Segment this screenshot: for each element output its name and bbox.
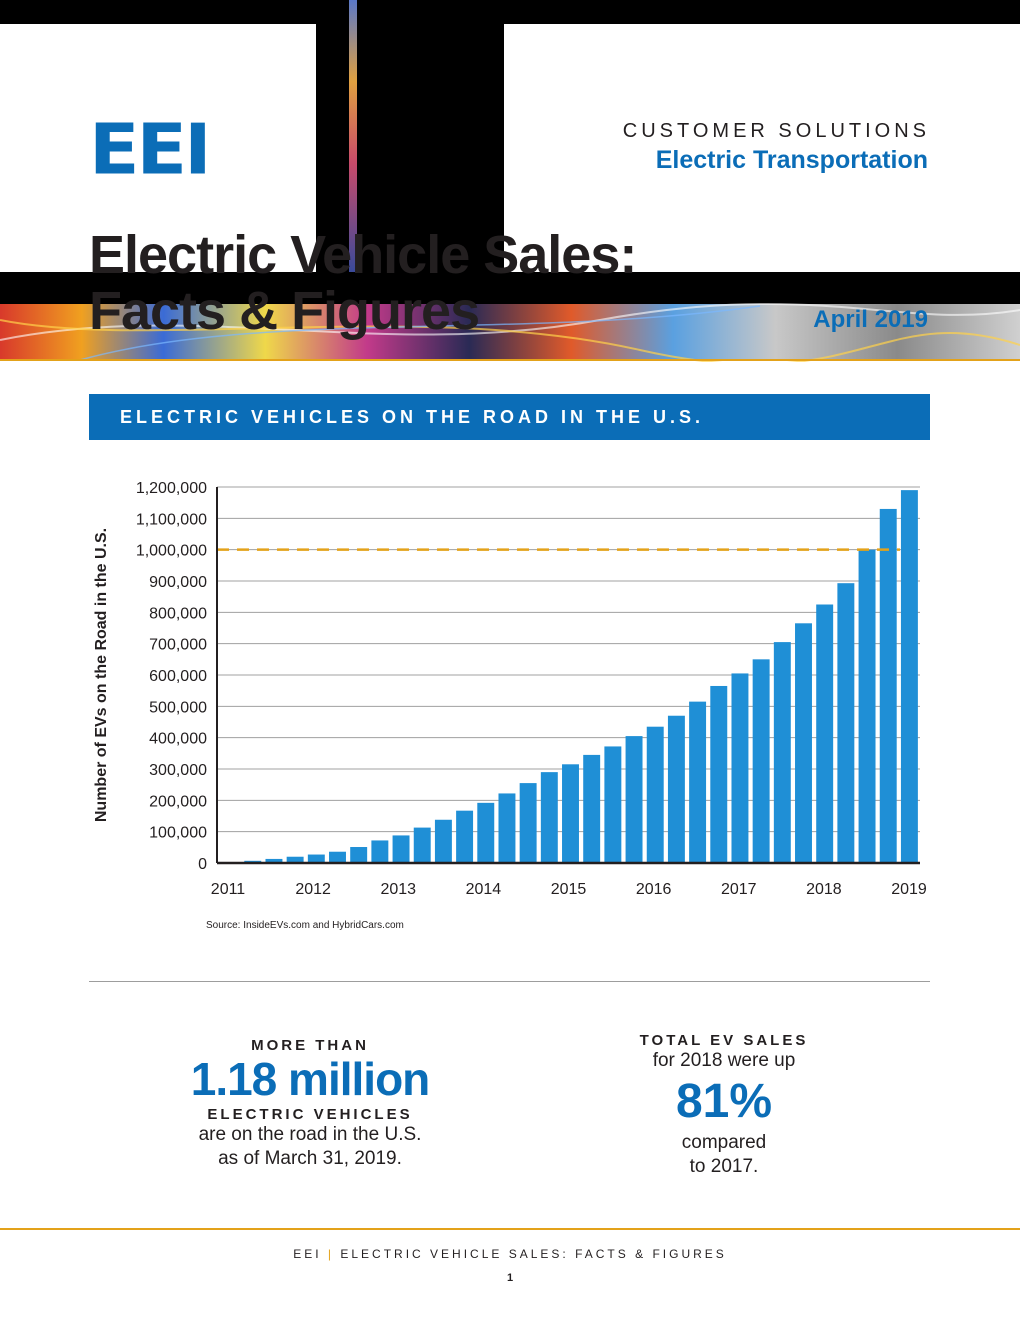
stat-left-line1: are on the road in the U.S.	[198, 1124, 422, 1145]
publication-date: April 2019	[813, 306, 928, 333]
y-tick-label: 1,200,000	[136, 480, 207, 497]
chart-bar	[646, 726, 664, 863]
stat-left-big: 1.18 million	[190, 1053, 431, 1105]
stat-ev-count: MORE THAN 1.18 million ELECTRIC VEHICLES…	[150, 1037, 470, 1171]
x-tick-label: 2017	[721, 881, 757, 898]
chart-bar	[498, 793, 516, 863]
chart-bar	[858, 549, 876, 863]
chart-bar	[519, 783, 537, 863]
chart-bar	[625, 736, 643, 863]
y-tick-label: 1,000,000	[136, 543, 207, 560]
x-tick-label: 2011	[211, 881, 246, 898]
y-tick-label: 800,000	[149, 605, 207, 622]
stat-right-line0: for 2018 were up	[652, 1050, 796, 1071]
chart-bar	[795, 623, 812, 863]
eei-logo: EEI	[89, 109, 212, 191]
x-tick-label: 2018	[806, 881, 842, 898]
chart-bar	[816, 604, 834, 863]
y-tick-label: 100,000	[149, 825, 207, 842]
stat-right-line2: to 2017.	[689, 1156, 759, 1177]
x-tick-label: 2015	[551, 881, 587, 898]
page-number: 1	[506, 1272, 514, 1284]
footer-rule	[0, 1228, 1020, 1230]
y-tick-label: 600,000	[149, 668, 207, 685]
chart-bar	[583, 754, 601, 863]
title-line-2: Facts & Figures	[89, 281, 480, 341]
footer-separator: |	[327, 1247, 335, 1261]
y-tick-label: 400,000	[149, 731, 207, 748]
stat-left-cap2: ELECTRIC VEHICLES	[207, 1106, 413, 1123]
x-tick-label: 2019	[891, 881, 927, 898]
y-tick-label: 300,000	[149, 762, 207, 779]
chart-bar	[689, 701, 707, 863]
chart-bar	[329, 851, 346, 863]
y-tick-label: 0	[198, 856, 207, 873]
chart-bar	[286, 856, 304, 863]
chart-source: Source: InsideEVs.com and HybridCars.com	[206, 920, 404, 931]
chart-bar	[456, 810, 474, 863]
section-subkicker: Electric Transportation	[655, 146, 928, 174]
y-axis-label: Number of EVs on the Road in the U.S.	[93, 528, 110, 822]
chart-bar	[350, 847, 368, 863]
chart-bar	[307, 854, 325, 863]
chart-bar	[604, 746, 622, 863]
page-title: Electric Vehicle Sales: Facts & Figures	[89, 225, 637, 341]
y-tick-label: 500,000	[149, 699, 207, 716]
chart-bar	[477, 802, 495, 863]
x-tick-label: 2013	[380, 881, 416, 898]
stat-left-cap1: MORE THAN	[251, 1037, 369, 1054]
chart-bar	[413, 827, 431, 863]
header-rule	[0, 359, 1020, 361]
y-tick-label: 200,000	[149, 793, 207, 810]
chart-banner: ELECTRIC VEHICLES ON THE ROAD IN THE U.S…	[89, 394, 930, 440]
chart-bar	[434, 819, 452, 863]
chart-bar	[900, 490, 918, 863]
title-line-1: Electric Vehicle Sales:	[89, 225, 637, 285]
chart-bar	[371, 840, 389, 863]
chart-bar	[710, 685, 728, 863]
chart-bar	[731, 673, 749, 863]
header-artwork	[0, 0, 1020, 362]
chart-bar	[392, 835, 410, 863]
chart-bar	[837, 583, 855, 863]
stat-left-line2: as of March 31, 2019.	[218, 1148, 402, 1169]
stat-right-line1: compared	[681, 1132, 767, 1153]
y-tick-label: 900,000	[149, 574, 207, 591]
y-tick-label: 1,100,000	[136, 511, 207, 528]
page-footer: EEI | ELECTRIC VEHICLE SALES: FACTS & FI…	[0, 1247, 1020, 1261]
ev-bar-chart: 0 100,000 200,000 300,000 400,000 500,000 600,…	[93, 480, 927, 898]
stat-sales-growth: TOTAL EV SALES for 2018 were up 81% comp…	[584, 1032, 864, 1179]
chart-bar	[540, 772, 558, 863]
chart-bar	[879, 508, 897, 863]
section-divider	[89, 981, 930, 982]
stat-right-cap1: TOTAL EV SALES	[639, 1032, 809, 1049]
chart-bar	[667, 715, 685, 863]
footer-title: ELECTRIC VEHICLE SALES: FACTS & FIGURES	[340, 1247, 727, 1261]
chart-bar	[265, 858, 283, 863]
chart-bar	[562, 764, 579, 863]
y-tick-label: 700,000	[149, 637, 207, 654]
chart-bar	[752, 659, 770, 863]
chart-bar	[773, 642, 791, 863]
chart-banner-label: ELECTRIC VEHICLES ON THE ROAD IN THE U.S…	[120, 407, 705, 427]
section-kicker: CUSTOMER SOLUTIONS	[622, 120, 930, 142]
x-tick-label: 2016	[636, 881, 672, 898]
x-tick-label: 2012	[295, 881, 331, 898]
stat-right-big: 81%	[675, 1075, 773, 1128]
footer-brand: EEI	[293, 1247, 322, 1261]
x-tick-label: 2014	[466, 881, 502, 898]
